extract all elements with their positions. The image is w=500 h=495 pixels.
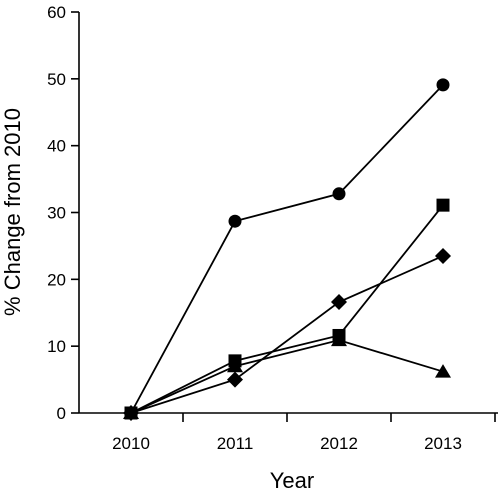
x-tick-label: 2012 <box>320 434 358 453</box>
series-square <box>124 198 450 420</box>
x-axis-ticks: 2010 2011 2012 2013 <box>112 413 496 453</box>
data-point-circle <box>228 214 242 228</box>
data-point-square <box>436 198 450 212</box>
y-tick-label: 10 <box>47 337 66 356</box>
x-axis-title: Year <box>270 468 314 493</box>
data-point-diamond <box>227 371 243 388</box>
data-point-triangle <box>331 332 347 347</box>
data-point-diamond <box>435 247 451 264</box>
series-line-circle <box>130 84 444 414</box>
series-line-square <box>130 204 444 414</box>
data-point-circle <box>436 78 450 92</box>
data-point-diamond <box>331 294 347 311</box>
y-tick-label: 50 <box>47 70 66 89</box>
x-tick-label: 2010 <box>112 434 150 453</box>
y-axis-title: % Change from 2010 <box>0 108 25 316</box>
data-point-triangle <box>123 405 139 419</box>
x-tick-label: 2011 <box>217 434 254 453</box>
series-line-triangle <box>130 339 444 414</box>
series-line-diamond <box>130 255 444 414</box>
series-triangle <box>123 332 451 419</box>
x-tick-label: 2013 <box>424 434 462 453</box>
series-group <box>123 78 451 421</box>
y-tick-label: 20 <box>47 270 66 289</box>
y-axis-ticks: 0 10 20 30 40 50 60 <box>47 3 79 423</box>
data-point-triangle <box>435 364 451 378</box>
series-circle <box>124 78 450 420</box>
y-tick-label: 40 <box>47 137 66 156</box>
y-tick-label: 60 <box>47 3 66 22</box>
data-point-circle <box>332 187 346 201</box>
y-tick-label: 0 <box>57 404 66 423</box>
y-tick-label: 30 <box>47 204 66 223</box>
data-point-triangle <box>227 358 243 373</box>
